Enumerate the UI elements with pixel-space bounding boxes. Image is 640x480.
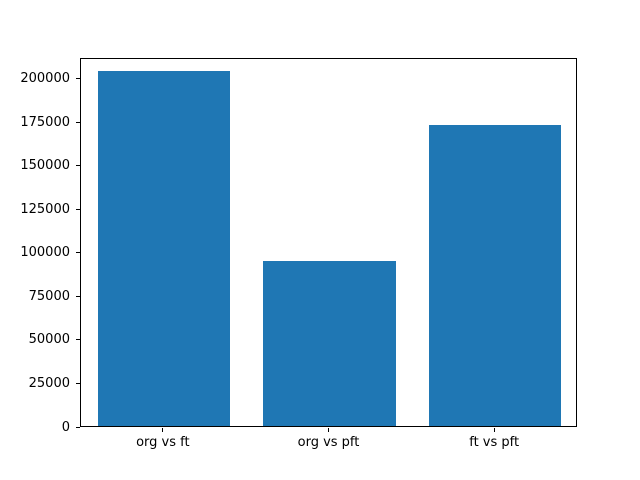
y-tick-label: 125000 bbox=[20, 201, 70, 217]
x-tick-mark bbox=[162, 428, 164, 432]
x-tick-label: ft vs pft bbox=[469, 435, 520, 450]
bar-ft-vs-pft bbox=[428, 124, 562, 426]
x-tick-label: org vs pft bbox=[297, 435, 360, 450]
y-tick-mark bbox=[76, 339, 80, 341]
y-tick-label: 50000 bbox=[28, 332, 70, 348]
y-tick-label: 75000 bbox=[28, 288, 70, 304]
x-tick-mark bbox=[493, 428, 495, 432]
y-tick-mark bbox=[76, 252, 80, 254]
x-tick-label: org vs ft bbox=[136, 435, 190, 450]
y-tick-mark bbox=[76, 295, 80, 297]
bar-org-vs-ft bbox=[97, 70, 231, 426]
y-tick-label: 100000 bbox=[20, 245, 70, 261]
y-tick-label: 200000 bbox=[20, 71, 70, 87]
y-tick-label: 25000 bbox=[28, 375, 70, 391]
y-tick-mark bbox=[76, 78, 80, 80]
y-tick-mark bbox=[76, 382, 80, 384]
y-tick-label: 150000 bbox=[20, 158, 70, 174]
bar-org-vs-pft bbox=[263, 260, 396, 426]
y-tick-mark bbox=[76, 165, 80, 167]
y-tick-mark bbox=[76, 426, 80, 428]
y-tick-label: 0 bbox=[61, 419, 70, 435]
plot-area bbox=[80, 58, 577, 427]
y-tick-label: 175000 bbox=[20, 114, 70, 130]
y-tick-mark bbox=[76, 121, 80, 123]
y-tick-mark bbox=[76, 208, 80, 210]
x-tick-mark bbox=[328, 428, 329, 432]
